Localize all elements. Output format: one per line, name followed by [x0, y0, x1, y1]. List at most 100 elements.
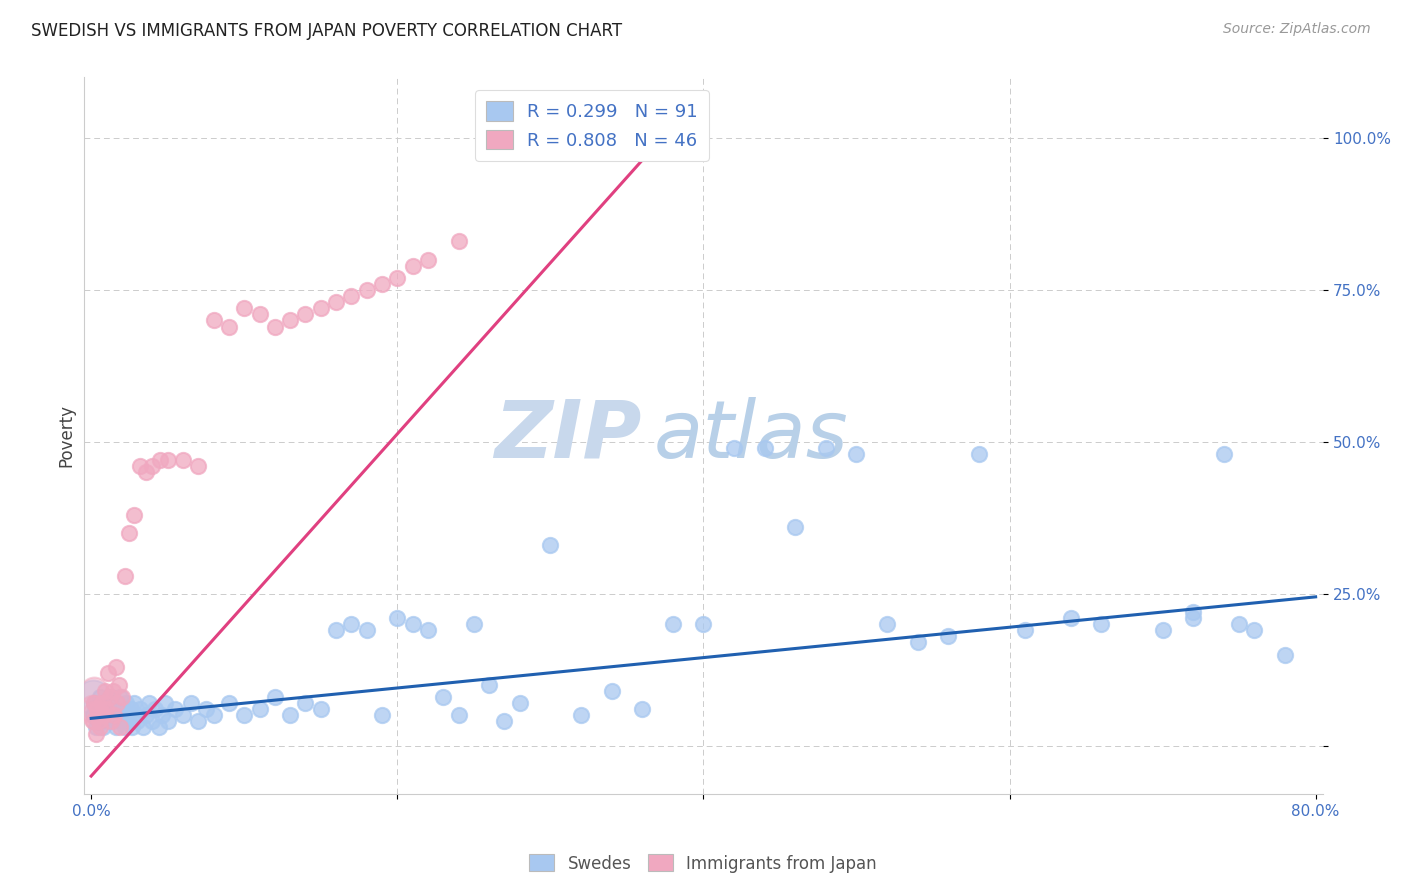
Point: [89, 690, 111, 704]
Point: [447, 708, 470, 723]
Point: [249, 307, 271, 321]
Point: [89, 721, 111, 735]
Point: [98, 690, 121, 704]
Point: [82, 708, 104, 723]
Point: [401, 617, 423, 632]
Point: [97, 665, 120, 680]
Point: [148, 721, 170, 735]
Point: [111, 714, 134, 729]
Point: [371, 708, 394, 723]
Point: [187, 714, 209, 729]
Point: [432, 690, 454, 704]
Point: [907, 635, 929, 649]
Point: [309, 702, 332, 716]
Legend: R = 0.299   N = 91, R = 0.808   N = 46: R = 0.299 N = 91, R = 0.808 N = 46: [475, 90, 709, 161]
Point: [107, 678, 129, 692]
Point: [876, 617, 898, 632]
Point: [401, 259, 423, 273]
Text: Source: ZipAtlas.com: Source: ZipAtlas.com: [1223, 22, 1371, 37]
Point: [387, 611, 409, 625]
Point: [122, 696, 145, 710]
Point: [138, 696, 160, 710]
Point: [86, 702, 108, 716]
Point: [723, 441, 745, 455]
Point: [218, 319, 240, 334]
Point: [118, 526, 141, 541]
Point: [1152, 624, 1174, 638]
Point: [233, 708, 256, 723]
Point: [117, 708, 139, 723]
Point: [1060, 611, 1083, 625]
Point: [87, 714, 110, 729]
Point: [94, 702, 117, 716]
Point: [416, 624, 439, 638]
Point: [662, 617, 685, 632]
Point: [84, 721, 107, 735]
Point: [83, 684, 105, 698]
Point: [309, 301, 332, 316]
Point: [371, 277, 394, 291]
Point: [150, 708, 173, 723]
Point: [936, 629, 959, 643]
Point: [82, 702, 104, 716]
Point: [340, 289, 363, 303]
Point: [569, 708, 592, 723]
Point: [325, 295, 347, 310]
Point: [1274, 648, 1296, 662]
Point: [82, 714, 104, 729]
Point: [93, 721, 115, 735]
Point: [1182, 605, 1205, 619]
Point: [110, 721, 132, 735]
Point: [135, 708, 157, 723]
Point: [294, 307, 316, 321]
Point: [83, 696, 105, 710]
Point: [463, 617, 485, 632]
Point: [110, 690, 132, 704]
Point: [1014, 624, 1036, 638]
Point: [233, 301, 256, 316]
Point: [600, 684, 623, 698]
Point: [967, 447, 990, 461]
Point: [124, 708, 146, 723]
Point: [98, 708, 121, 723]
Point: [129, 459, 152, 474]
Point: [87, 714, 110, 729]
Point: [1227, 617, 1250, 632]
Y-axis label: Poverty: Poverty: [58, 404, 75, 467]
Point: [165, 702, 187, 716]
Point: [814, 441, 837, 455]
Point: [156, 714, 179, 729]
Point: [202, 708, 225, 723]
Point: [194, 702, 217, 716]
Point: [105, 696, 128, 710]
Point: [538, 538, 561, 552]
Point: [101, 684, 124, 698]
Point: [115, 696, 138, 710]
Point: [93, 708, 115, 723]
Point: [1182, 611, 1205, 625]
Point: [101, 714, 124, 729]
Point: [84, 708, 107, 723]
Point: [104, 659, 127, 673]
Point: [135, 466, 157, 480]
Point: [172, 453, 194, 467]
Point: [103, 702, 125, 716]
Point: [494, 714, 516, 729]
Point: [104, 721, 127, 735]
Point: [90, 708, 112, 723]
Point: [845, 447, 868, 461]
Point: [107, 708, 129, 723]
Point: [122, 508, 145, 522]
Point: [692, 617, 714, 632]
Point: [149, 453, 172, 467]
Point: [83, 696, 105, 710]
Point: [86, 702, 108, 716]
Point: [263, 690, 285, 704]
Point: [84, 726, 107, 740]
Point: [96, 702, 118, 716]
Point: [356, 283, 378, 297]
Point: [141, 459, 163, 474]
Text: atlas: atlas: [654, 397, 849, 475]
Point: [278, 708, 301, 723]
Text: ZIP: ZIP: [494, 397, 641, 475]
